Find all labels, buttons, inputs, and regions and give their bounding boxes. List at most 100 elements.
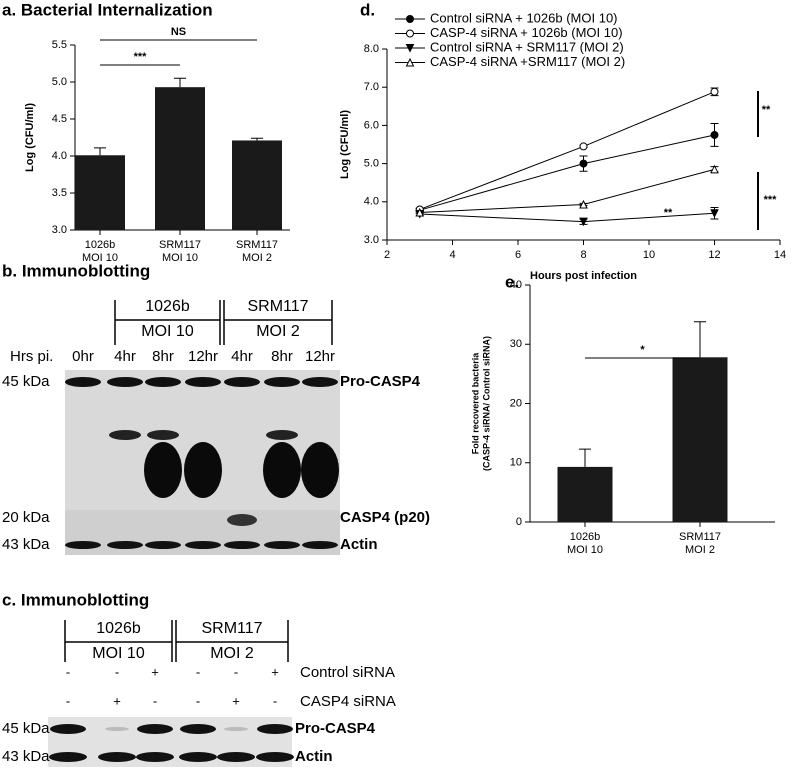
- band-label: Actin: [340, 536, 378, 553]
- lane-label: 8hr: [271, 348, 293, 365]
- band: [50, 724, 86, 734]
- legend-label: Control siRNA + SRM117 (MOI 2): [430, 39, 624, 54]
- size-marker: 45 kDa: [2, 720, 50, 737]
- band: [257, 724, 293, 734]
- x-tick-label: 1026b: [570, 531, 601, 543]
- significance-label: *: [640, 344, 645, 356]
- y-tick-label: 4.5: [52, 113, 67, 125]
- treatment-sign: -: [153, 693, 157, 708]
- marker: [710, 209, 719, 218]
- band: [145, 377, 181, 387]
- panel-title: e.: [505, 272, 519, 291]
- treatment-sign: -: [196, 664, 200, 679]
- y-tick-label: 3.5: [52, 187, 67, 199]
- lane-label: 12hr: [305, 348, 335, 365]
- y-tick-label: 5.0: [52, 76, 67, 88]
- y-axis-label: Log (CFU/ml): [339, 110, 351, 179]
- y-tick-label: 4.0: [52, 150, 67, 162]
- y-tick-label: 8.0: [364, 43, 379, 55]
- bar: [557, 466, 613, 522]
- x-tick-label: 2: [384, 249, 390, 261]
- error-bar: [579, 448, 591, 467]
- x-tick-label: SRM117: [236, 239, 278, 251]
- marker: [579, 217, 588, 227]
- panel-title: c. Immunoblotting: [2, 590, 149, 609]
- treatment-sign: +: [271, 664, 279, 679]
- group-bracket: [64, 620, 173, 662]
- error-bar: [251, 137, 263, 141]
- size-marker: 45 kDa: [2, 373, 50, 390]
- series-line: [419, 91, 715, 210]
- band: [184, 442, 222, 498]
- y-tick-label: 4.0: [364, 196, 379, 208]
- band: [185, 541, 221, 549]
- x-tick-label: SRM117: [159, 239, 201, 251]
- significance-label: ***: [134, 51, 148, 63]
- legend-marker: [406, 29, 414, 38]
- group-label: MOI 10: [141, 323, 194, 340]
- y-tick-label: 7.0: [364, 81, 379, 93]
- band: [302, 541, 338, 549]
- x-tick-label: 8: [580, 249, 586, 261]
- x-tick-label: MOI 2: [685, 544, 715, 556]
- marker: [415, 207, 425, 217]
- legend-label: CASP-4 siRNA +SRM117 (MOI 2): [430, 54, 625, 69]
- band: [147, 430, 179, 440]
- treatment-sign: +: [113, 693, 121, 708]
- band: [144, 442, 182, 498]
- bar: [155, 87, 205, 231]
- marker: [579, 142, 588, 151]
- y-tick-label: 3.0: [52, 224, 67, 236]
- band: [109, 430, 141, 440]
- lane-label: 4hr: [114, 348, 136, 365]
- treatment-sign: -: [66, 693, 70, 708]
- panel-title: d.: [360, 0, 375, 19]
- panel-title: b. Immunoblotting: [2, 261, 150, 280]
- significance-label: **: [664, 207, 673, 219]
- marker: [579, 199, 588, 209]
- treatment-label: Control siRNA: [300, 664, 395, 681]
- band: [145, 541, 181, 549]
- y-tick-label: 3.0: [364, 234, 379, 246]
- marker: [710, 87, 719, 96]
- y-axis-label: Fold recovered bacteria: [470, 352, 480, 455]
- treatment-sign: -: [234, 664, 238, 679]
- x-tick-label: 4: [449, 249, 455, 261]
- group-label: SRM117: [201, 620, 262, 637]
- x-tick-label: SRM117: [679, 531, 721, 543]
- group-label: MOI 10: [92, 645, 145, 662]
- band-label: Pro-CASP4: [295, 720, 376, 737]
- significance-label: **: [762, 104, 771, 116]
- panel-title: a. Bacterial Internalization: [2, 0, 213, 19]
- bar: [75, 155, 125, 230]
- treatment-sign: -: [273, 693, 277, 708]
- band: [256, 752, 294, 762]
- band: [179, 752, 217, 762]
- band: [107, 377, 143, 387]
- y-tick-label: 5.0: [364, 158, 379, 170]
- band: [264, 541, 300, 549]
- size-marker: 43 kDa: [2, 748, 50, 765]
- band: [263, 442, 301, 498]
- legend-label: Control siRNA + 1026b (MOI 10): [430, 10, 618, 25]
- lane-label: 8hr: [152, 348, 174, 365]
- band: [264, 377, 300, 387]
- x-tick-label: 1026b: [85, 239, 116, 251]
- group-bracket: [223, 300, 333, 345]
- x-tick-label: MOI 10: [567, 544, 603, 556]
- treatment-label: CASP4 siRNA: [300, 693, 396, 710]
- x-axis-label: Hours post infection: [530, 270, 637, 282]
- group-label: SRM117: [247, 298, 308, 315]
- band: [65, 377, 101, 387]
- treatment-sign: +: [232, 693, 240, 708]
- band: [217, 752, 255, 762]
- marker: [710, 130, 719, 139]
- band: [65, 541, 101, 549]
- y-tick-label: 5.5: [52, 39, 67, 51]
- y-tick-label: 40: [510, 279, 522, 291]
- band: [49, 752, 87, 762]
- band-label: CASP4 (p20): [340, 509, 430, 526]
- legend-marker: [406, 15, 414, 23]
- x-tick-label: 10: [643, 249, 655, 261]
- band: [266, 430, 298, 440]
